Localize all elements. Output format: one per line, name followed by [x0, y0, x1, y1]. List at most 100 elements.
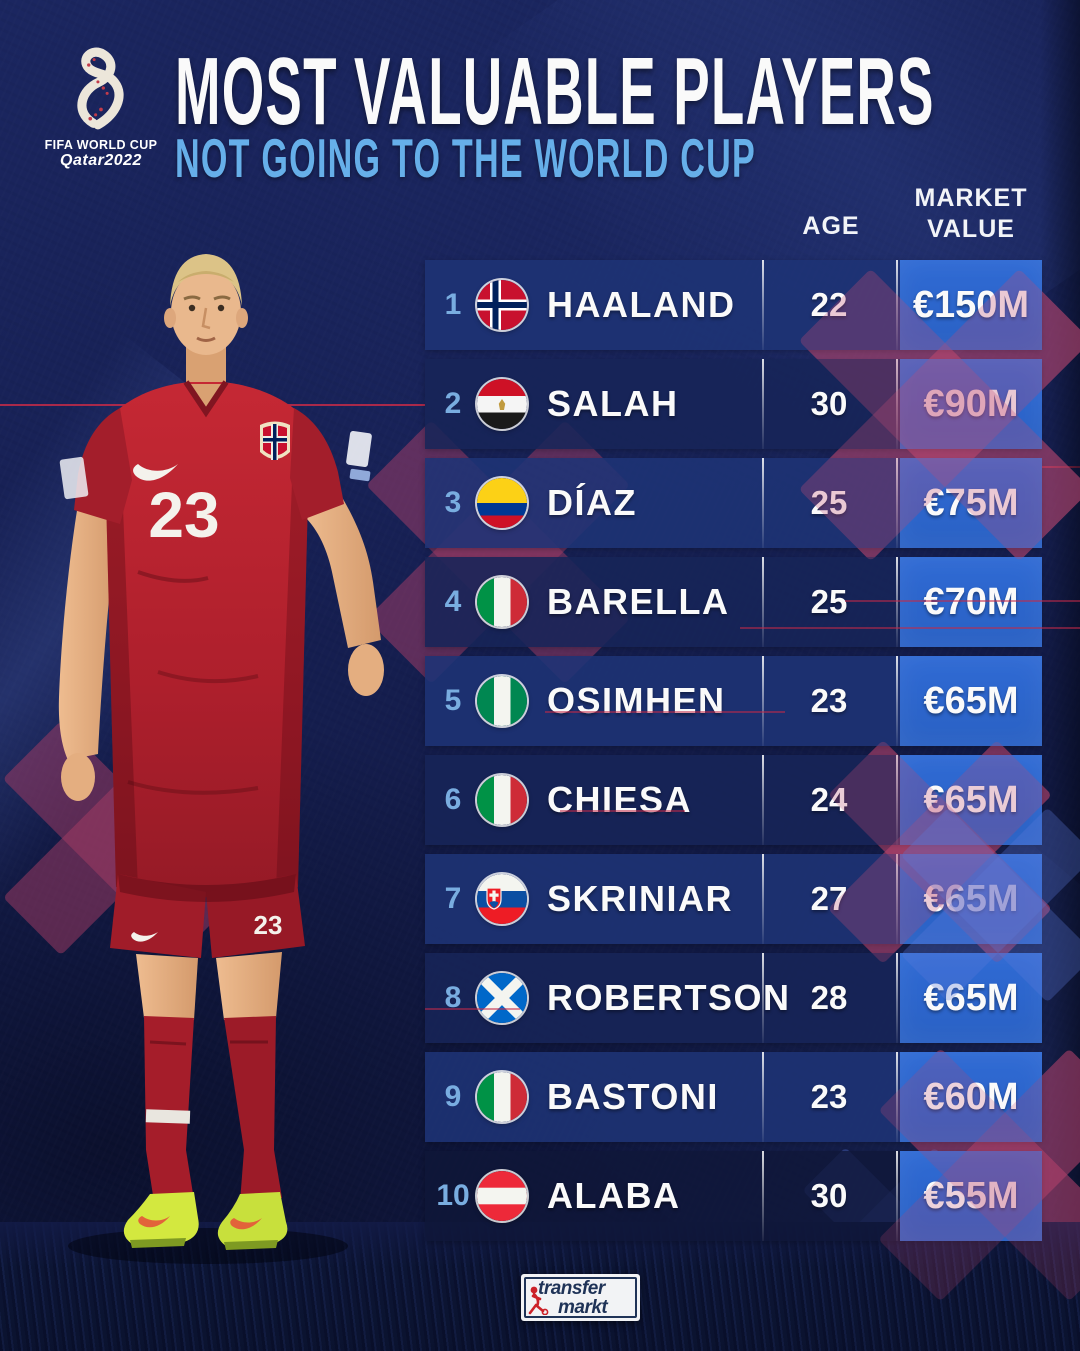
scotland-flag-icon	[477, 973, 527, 1023]
market-value-cell: €150M	[900, 260, 1042, 350]
player-name: SKRINIAR	[547, 878, 734, 919]
table-row-skriniar: 7 SKRINIAR 27 €65M	[425, 854, 1042, 944]
column-divider	[762, 1151, 764, 1241]
player-name: ALABA	[547, 1175, 681, 1216]
rank-label: 4	[444, 585, 462, 618]
column-divider	[896, 854, 898, 944]
column-divider	[896, 755, 898, 845]
rank-label: 7	[444, 882, 462, 915]
player-name: SALAH	[547, 383, 679, 424]
player-age: 30	[810, 1177, 848, 1214]
page-title: MOST VALUABLE PLAYERS	[175, 38, 935, 145]
player-age: 23	[810, 682, 848, 719]
market-value-cell: €70M	[900, 557, 1042, 647]
egypt-flag-icon	[477, 379, 527, 429]
market-value-label: €60M	[923, 1075, 1019, 1118]
red-accent-line	[560, 810, 685, 812]
red-accent-line	[845, 600, 1080, 602]
italy-flag-icon	[477, 1072, 527, 1122]
rank-label: 9	[444, 1080, 462, 1113]
market-value-cell: €65M	[900, 854, 1042, 944]
player-age: 30	[810, 385, 848, 422]
rank-label: 10	[436, 1179, 470, 1212]
slovakia-flag-icon	[477, 874, 527, 924]
transfermarkt-logo-border	[524, 1277, 637, 1318]
market-value-label: €70M	[923, 580, 1019, 623]
svg-text:23: 23	[254, 910, 283, 940]
qatar-2022-text: Qatar2022	[60, 152, 142, 169]
player-age: 23	[810, 1078, 848, 1115]
fifa-world-cup-text: FIFA WORLD CUP	[44, 138, 158, 152]
red-accent-line	[545, 711, 785, 713]
table-row-díaz: 3 DÍAZ 25 €75M	[425, 458, 1042, 548]
table-row-alaba: 10 ALABA 30 €55M	[425, 1151, 1042, 1241]
colombia-flag-icon	[477, 478, 527, 528]
column-divider	[762, 458, 764, 548]
player-name: OSIMHEN	[547, 680, 726, 721]
player-name: BASTONI	[547, 1076, 719, 1117]
column-divider	[762, 854, 764, 944]
market-value-cell: €65M	[900, 755, 1042, 845]
market-value-label: €75M	[923, 481, 1019, 524]
transfermarkt-logo-line1: transfer	[538, 1278, 605, 1299]
austria-flag-icon	[477, 1171, 527, 1221]
market-value-label: €150M	[912, 283, 1030, 326]
table-row-chiesa: 6 CHIESA 24 €65M	[425, 755, 1042, 845]
ranking-table: 1 HAALAND 22 €150M 2 SALAH 30 €90M 3 DÍA…	[425, 260, 1042, 1250]
fifa-world-cup-logo: FIFA WORLD CUP Qatar2022	[35, 42, 167, 170]
transfermarkt-logo-line2: markt	[558, 1297, 608, 1318]
market-value-cell: €75M	[900, 458, 1042, 548]
table-row-robertson: 8 ROBERTSON 28 €65M	[425, 953, 1042, 1043]
column-divider	[762, 953, 764, 1043]
column-divider	[896, 1052, 898, 1142]
column-divider	[762, 260, 764, 350]
table-row-bastoni: 9 BASTONI 23 €60M	[425, 1052, 1042, 1142]
column-divider	[762, 557, 764, 647]
player-age: 28	[810, 979, 848, 1016]
italy-flag-icon	[477, 775, 527, 825]
rank-label: 5	[444, 684, 462, 717]
rank-label: 1	[444, 288, 462, 321]
player-age: 22	[810, 286, 848, 323]
italy-flag-icon	[477, 577, 527, 627]
column-divider	[762, 656, 764, 746]
table-row-barella: 4 BARELLA 25 €70M	[425, 557, 1042, 647]
qatar-2022-emblem-icon	[77, 47, 124, 130]
market-value-label: €65M	[923, 679, 1019, 722]
nigeria-flag-icon	[477, 676, 527, 726]
column-divider	[896, 359, 898, 449]
column-divider	[896, 953, 898, 1043]
player-name: ROBERTSON	[547, 977, 791, 1018]
player-name: BARELLA	[547, 581, 730, 622]
column-divider	[896, 458, 898, 548]
right-edge-shadow	[1040, 0, 1080, 1351]
column-divider	[896, 656, 898, 746]
column-divider	[896, 260, 898, 350]
player-name: HAALAND	[547, 284, 736, 325]
transfermarkt-logo: transfer markt	[521, 1274, 640, 1321]
column-divider	[762, 1052, 764, 1142]
market-value-cell: €55M	[900, 1151, 1042, 1241]
player-photo-haaland: 23 23	[58, 254, 384, 1264]
column-divider	[896, 1151, 898, 1241]
market-value-label: €65M	[923, 778, 1019, 821]
player-age: 25	[810, 484, 848, 521]
red-accent-line	[740, 627, 1080, 629]
column-divider	[762, 359, 764, 449]
player-age: 24	[810, 781, 848, 818]
market-value-column-header: MARKET VALUE	[914, 184, 1028, 243]
age-column-header: AGE	[802, 212, 860, 240]
rank-label: 8	[444, 981, 462, 1014]
market-value-label: €55M	[923, 1174, 1019, 1217]
market-value-cell: €65M	[900, 656, 1042, 746]
rank-label: 3	[444, 486, 462, 519]
transfermarkt-player-icon	[528, 1286, 549, 1315]
market-value-label: €65M	[923, 976, 1019, 1019]
rank-label: 2	[444, 387, 462, 420]
market-value-cell: €65M	[900, 953, 1042, 1043]
market-value-label: €65M	[923, 877, 1019, 920]
table-row-salah: 2 SALAH 30 €90M	[425, 359, 1042, 449]
player-name: CHIESA	[547, 779, 693, 820]
svg-text:23: 23	[148, 479, 219, 551]
